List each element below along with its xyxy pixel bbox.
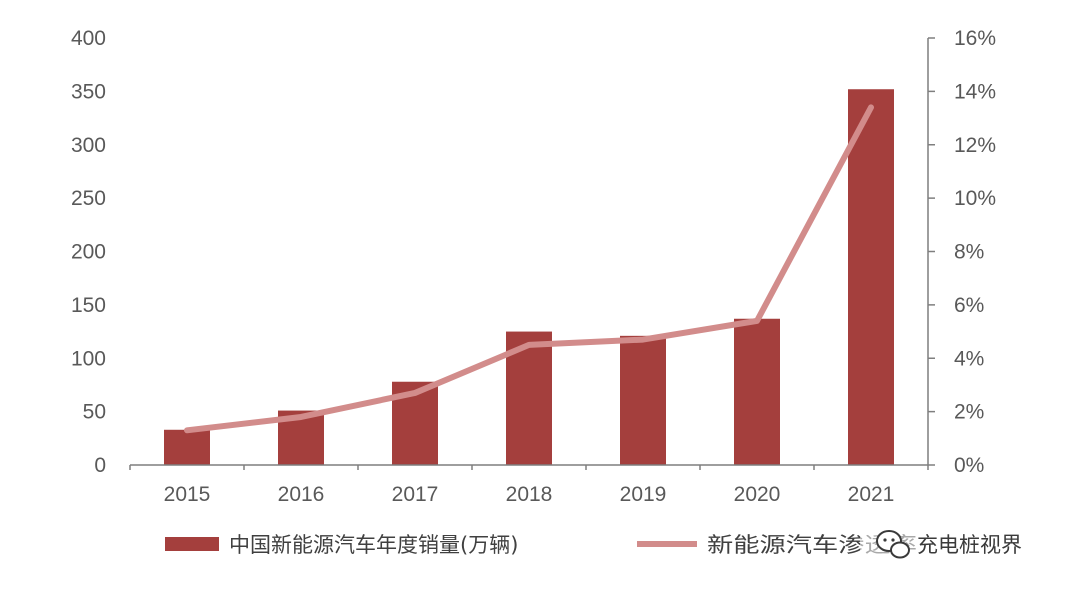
y-right-tick-label: 8% (954, 241, 984, 264)
y-left-tick-label: 150 (71, 294, 106, 317)
x-tick-label-2015: 2015 (164, 483, 211, 506)
bar-2020 (734, 318, 780, 465)
x-tick-label-2019: 2019 (620, 483, 667, 506)
y-left-tick-label: 350 (71, 80, 106, 103)
x-tick-label-2017: 2017 (392, 483, 439, 506)
y-left-tick-label: 250 (71, 187, 106, 210)
y-left-tick-label: 50 (83, 401, 106, 424)
legend-bar-swatch (165, 537, 219, 551)
y-right-tick-label: 2% (954, 401, 984, 424)
y-right-tick-label: 12% (954, 134, 996, 157)
y-left-tick-label: 200 (71, 241, 106, 264)
watermark: 充电桩视界 (860, 526, 1060, 560)
legend-bar-label: 中国新能源汽车年度销量(万辆) (229, 533, 518, 557)
x-tick-label-2018: 2018 (506, 483, 553, 506)
watermark-text: 充电桩视界 (917, 533, 1022, 557)
legend: 中国新能源汽车年度销量(万辆) 新能源汽车渗透率 (165, 533, 917, 557)
x-tick-label-2020: 2020 (734, 483, 781, 506)
bar-2019 (620, 335, 666, 465)
x-tick-label-2016: 2016 (278, 483, 325, 506)
y-left-tick-label: 0 (94, 454, 106, 477)
y-left-tick-label: 400 (71, 27, 106, 50)
y-right-tick-label: 16% (954, 27, 996, 50)
wechat-icon (876, 530, 910, 559)
y-right-tick-label: 6% (954, 294, 984, 317)
y-right-tick-label: 14% (954, 80, 996, 103)
y-left-tick-label: 300 (71, 134, 106, 157)
axes: 2015 2016 2017 2018 2019 2020 2021 0 50 100 150 200… (71, 27, 996, 506)
bar-2015 (164, 429, 210, 465)
y-right-tick-label: 10% (954, 187, 996, 210)
y-right-tick-label: 0% (954, 454, 984, 477)
plot-area (164, 89, 894, 466)
y-left-tick-label: 100 (71, 347, 106, 370)
y-right-tick-label: 4% (954, 347, 984, 370)
bar-2021 (848, 89, 894, 466)
x-tick-label-2021: 2021 (848, 483, 895, 506)
